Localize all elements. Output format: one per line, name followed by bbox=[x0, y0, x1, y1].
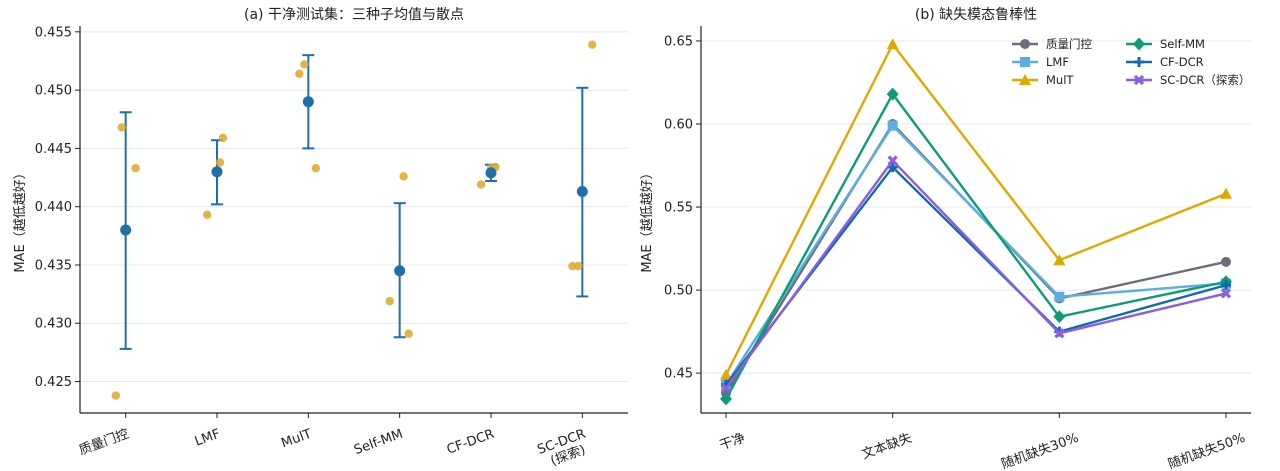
chart-b-title: (b) 缺失模态鲁棒性 bbox=[915, 7, 1037, 23]
chart-b-point bbox=[720, 392, 732, 406]
chart-b-ytick-label: 0.45 bbox=[664, 367, 693, 382]
legend-swatch-marker bbox=[1020, 57, 1030, 67]
chart-b-ytick-label: 0.65 bbox=[664, 34, 693, 49]
chart-a-seed-point bbox=[215, 158, 225, 167]
chart-a-seed-point bbox=[218, 133, 228, 143]
chart-a-seed-point bbox=[295, 69, 304, 78]
chart-a-ytick-label: 0.450 bbox=[35, 84, 72, 99]
chart-b-point bbox=[887, 120, 898, 131]
chart-a-clean-test: (a) 干净测试集：三种子均值与散点 0.425 0.430 0.435 0.440 0.… bbox=[13, 6, 628, 469]
chart-b-point bbox=[887, 162, 898, 173]
chart-a-ylabel: MAE（越低越好） bbox=[13, 166, 28, 272]
chart-b-series bbox=[721, 118, 1231, 399]
chart-a-ytick-label: 0.440 bbox=[35, 200, 72, 215]
chart-a-seed-point bbox=[399, 172, 408, 181]
chart-a-mean-point bbox=[576, 186, 588, 198]
chart-a-xtick-label: 质量门控 bbox=[77, 427, 131, 459]
chart-b-point bbox=[1053, 254, 1066, 266]
legend-label: MulT bbox=[1046, 73, 1074, 87]
chart-b-ytick-label: 0.55 bbox=[664, 201, 693, 216]
chart-b-xtick-label: 随机缺失30% bbox=[1000, 431, 1081, 471]
chart-a-seed-point bbox=[574, 261, 583, 271]
legend-label: Self-MM bbox=[1160, 37, 1205, 51]
chart-a-ytick-label: 0.435 bbox=[35, 258, 72, 273]
chart-a-seed-point bbox=[568, 261, 577, 271]
chart-b-series bbox=[720, 38, 1232, 380]
legend-swatch-marker bbox=[1134, 57, 1144, 67]
chart-a-mean-point bbox=[394, 265, 406, 277]
legend-swatch-marker bbox=[1020, 39, 1030, 49]
chart-a-seed-point bbox=[111, 391, 120, 400]
chart-b-series-line bbox=[725, 159, 1227, 389]
chart-b-ytick-label: 0.50 bbox=[664, 284, 693, 299]
chart-a-seed-point bbox=[300, 60, 309, 69]
chart-b-point bbox=[886, 87, 899, 101]
chart-a-ytick-label: 0.445 bbox=[35, 142, 72, 157]
chart-a-xtick-label: LMF bbox=[193, 427, 223, 450]
chart-b-point bbox=[1221, 280, 1231, 291]
chart-a-mean-point bbox=[302, 96, 314, 108]
legend-swatch-marker bbox=[1019, 74, 1031, 85]
chart-a-xtick-label: Self-MM bbox=[352, 427, 405, 458]
chart-b-point bbox=[1054, 291, 1065, 302]
chart-b-ytick-label: 0.60 bbox=[664, 117, 693, 132]
chart-a-seed-point bbox=[311, 164, 321, 173]
chart-b-series-line bbox=[724, 122, 1227, 394]
chart-a-seed-point bbox=[131, 164, 140, 173]
chart-a-seed-point bbox=[588, 40, 597, 49]
chart-a-seed-point bbox=[202, 210, 212, 220]
legend-label: 质量门控 bbox=[1046, 37, 1092, 51]
chart-b-series-line bbox=[724, 124, 1227, 386]
chart-b-point bbox=[887, 155, 898, 166]
chart-b-xtick-label: 文本缺失 bbox=[860, 431, 914, 463]
chart-b-ylabel: MAE（越低越好） bbox=[640, 166, 655, 272]
chart-b-series bbox=[720, 155, 1232, 394]
chart-b-point bbox=[720, 368, 732, 380]
chart-b-point bbox=[1220, 187, 1232, 199]
chart-a-xtick-label: MulT bbox=[279, 427, 313, 452]
legend-label: CF-DCR bbox=[1160, 55, 1204, 69]
chart-b-point bbox=[886, 38, 899, 50]
chart-a-mean-point bbox=[485, 167, 497, 179]
chart-a-seed-point bbox=[476, 180, 486, 189]
chart-b-series bbox=[721, 120, 1231, 390]
chart-b-series-line bbox=[724, 92, 1227, 400]
chart-b-point bbox=[1053, 310, 1066, 324]
chart-b-point bbox=[720, 382, 732, 394]
chart-b-xtick-label: 干净 bbox=[718, 431, 748, 454]
chart-b-point bbox=[1221, 256, 1231, 267]
chart-b-xtick-label: 随机缺失50% bbox=[1166, 431, 1247, 471]
legend-swatch-marker bbox=[1133, 37, 1145, 51]
chart-a-seed-point bbox=[117, 123, 126, 132]
chart-a-title: (a) 干净测试集：三种子均值与散点 bbox=[244, 6, 464, 23]
chart-a-seed-point bbox=[404, 329, 413, 338]
chart-a-ytick-label: 0.455 bbox=[35, 25, 72, 40]
legend-label: LMF bbox=[1046, 55, 1069, 69]
chart-a-xtick-label: CF-DCR bbox=[445, 427, 497, 458]
chart-a-ytick-label: 0.430 bbox=[35, 317, 72, 332]
chart-b-point bbox=[1054, 328, 1065, 339]
chart-a-ytick-label: 0.425 bbox=[35, 375, 72, 390]
chart-b-series-line bbox=[725, 165, 1227, 386]
chart-b-series-line bbox=[724, 43, 1227, 376]
chart-b-legend: 质量门控 LMF MulT Self-MM CF-DCR SC-DCR（探索） bbox=[1012, 37, 1250, 87]
chart-b-missing-modality: (b) 缺失模态鲁棒性 0.45 0.50 0.55 0.60 0.65 MAE（越低越好）… bbox=[640, 7, 1251, 471]
chart-a-mean-point bbox=[211, 166, 223, 178]
chart-a-mean-point bbox=[120, 224, 132, 236]
legend-label: SC-DCR（探索） bbox=[1160, 73, 1250, 87]
chart-a-seed-point bbox=[385, 296, 394, 306]
legend-swatch-marker bbox=[1133, 74, 1145, 86]
chart-b-point bbox=[1220, 288, 1232, 299]
